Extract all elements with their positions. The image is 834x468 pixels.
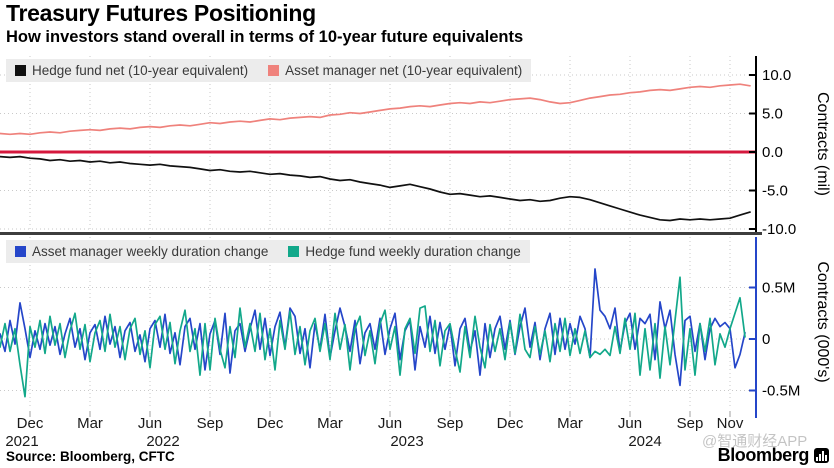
hedge-fund-weekly-swatch-icon	[288, 246, 300, 257]
y-tick-label: 0.0	[762, 144, 783, 161]
legend-item-asset-manager-weekly: Asset manager weekly duration change	[15, 244, 268, 259]
hedge-fund-net-swatch-icon	[15, 65, 26, 76]
y-tick-label: 0.5M	[762, 280, 795, 297]
source-note: Source: Bloomberg, CFTC	[6, 449, 175, 464]
y-tick-label: 0	[762, 331, 770, 348]
y-axis-title: Contracts (mil)	[814, 92, 831, 196]
x-year-label: 2024	[628, 433, 661, 448]
x-month-label: Mar	[77, 415, 103, 432]
x-month-label: Nov	[717, 415, 744, 432]
y-tick-label: -10.0	[762, 221, 796, 238]
bloomberg-logo-icon	[814, 448, 829, 463]
asset-manager-net-10-year-equivalent--line	[0, 83, 751, 136]
x-year-label: 2022	[146, 433, 179, 448]
x-year-label: 2021	[5, 433, 38, 448]
bloomberg-wordmark: Bloomberg	[717, 445, 810, 465]
x-month-label: Dec	[497, 415, 524, 432]
x-month-label: Dec	[257, 415, 284, 432]
watermark-text: @智通财经APP	[702, 433, 808, 450]
asset-manager-weekly-swatch-icon	[15, 246, 26, 257]
x-month-label: Jun	[378, 415, 402, 432]
legend-net-positions: Hedge fund net (10-year equivalent) Asse…	[6, 59, 532, 82]
x-month-label: Jun	[138, 415, 162, 432]
y-tick-label: 10.0	[762, 67, 791, 84]
legend-item-hedge-fund-net: Hedge fund net (10-year equivalent)	[15, 63, 248, 78]
bloomberg-brand: Bloomberg	[718, 445, 829, 466]
x-year-label: 2023	[390, 433, 423, 448]
hedge-fund-net-10-year-equivalent--line	[0, 155, 751, 222]
x-month-label: Dec	[17, 415, 44, 432]
hedge-fund-weekly-duration-change-line	[0, 276, 746, 398]
asset-manager-net-swatch-icon	[268, 65, 280, 76]
x-month-label: Mar	[317, 415, 343, 432]
y-tick-label: -5.0	[762, 183, 788, 200]
chart-title: Treasury Futures Positioning	[6, 0, 316, 26]
legend-item-hedge-fund-weekly: Hedge fund weekly duration change	[288, 244, 521, 259]
legend-label: Hedge fund weekly duration change	[305, 244, 521, 259]
x-month-label: Mar	[557, 415, 583, 432]
x-month-label: Sep	[197, 415, 224, 432]
x-month-label: Sep	[437, 415, 464, 432]
legend-label: Asset manager net (10-year equivalent)	[285, 63, 523, 78]
x-month-label: Jun	[618, 415, 642, 432]
legend-label: Asset manager weekly duration change	[32, 244, 269, 259]
y-axis-title: Contracts (000's)	[814, 261, 831, 382]
legend-label: Hedge fund net (10-year equivalent)	[32, 63, 249, 78]
x-month-label: Sep	[677, 415, 704, 432]
y-tick-label: -0.5M	[762, 383, 800, 400]
legend-weekly-duration: Asset manager weekly duration change Hed…	[6, 240, 530, 263]
chart-canvas: 10.0 5.0 0.0 -5.0 -10.0 Contracts (mil) 0.5M 0 -…	[0, 56, 831, 448]
legend-item-asset-manager-net: Asset manager net (10-year equivalent)	[268, 63, 522, 78]
y-tick-label: 5.0	[762, 106, 783, 123]
chart-subtitle: How investors stand overall in terms of …	[6, 28, 524, 46]
